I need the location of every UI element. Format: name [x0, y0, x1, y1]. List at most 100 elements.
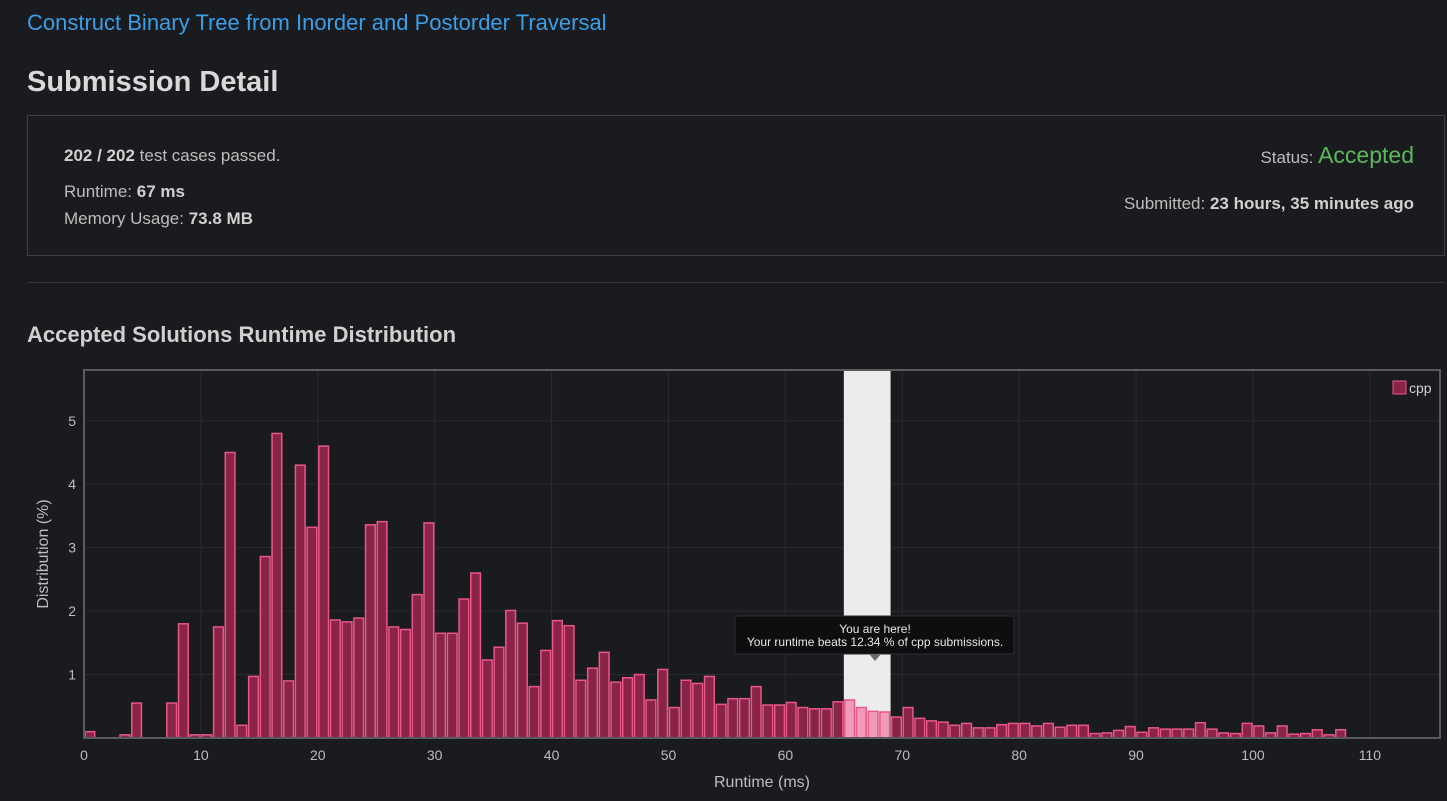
submitted-value: 23 hours, 35 minutes ago: [1209, 194, 1414, 213]
bar-runtime-55: [727, 697, 739, 739]
bar-runtime-70: [902, 706, 914, 739]
chart-title: Accepted Solutions Runtime Distribution: [27, 322, 457, 347]
bar-runtime-71: [914, 717, 926, 739]
bar-runtime-99: [1241, 722, 1253, 739]
bar-runtime-11: [212, 626, 225, 739]
bar-runtime-72: [925, 720, 938, 739]
bar-runtime-41: [563, 624, 575, 739]
bar-runtime-32: [458, 598, 470, 739]
submitted-label: Submitted:: [1123, 194, 1206, 213]
runtime-distribution-chart[interactable]: 0 10 20 30 40 50 60 70 80 90 100 110 1 2 3 4 5 Runtime …: [0, 355, 1447, 801]
bar-runtime-28: [411, 593, 423, 739]
bar-runtime-93: [1171, 728, 1183, 739]
bar-runtime-29: [423, 522, 435, 739]
bar-runtime-35: [493, 646, 505, 739]
bar-runtime-94: [1183, 728, 1195, 739]
memory-label: Memory Usage:: [64, 209, 184, 228]
tooltip-arrow: [869, 654, 881, 661]
bar-runtime-74: [949, 724, 961, 739]
runtime-stat: Runtime: 67 ms: [64, 182, 185, 202]
chart-bars: [84, 432, 1347, 739]
test-cases-summary: 202 / 202 test cases passed.: [64, 146, 280, 166]
bar-runtime-76: [972, 727, 984, 739]
bar-runtime-79: [1007, 722, 1019, 739]
bar-runtime-65: [844, 699, 856, 739]
legend-label: cpp: [1409, 380, 1432, 396]
bar-runtime-4: [131, 702, 143, 739]
bar-runtime-81: [1031, 725, 1043, 739]
section-divider: [27, 282, 1445, 283]
page-title: Submission Detail: [27, 66, 279, 98]
status-badge: Accepted: [1318, 142, 1414, 168]
bar-runtime-73: [937, 721, 949, 739]
bar-runtime-91: [1148, 727, 1160, 739]
tooltip-line-1: You are here!: [839, 622, 911, 636]
bar-runtime-37: [516, 622, 528, 739]
bar-runtime-13: [236, 724, 248, 739]
bar-runtime-84: [1066, 724, 1078, 739]
bar-runtime-63: [820, 708, 832, 739]
y-tick-label: 2: [68, 603, 76, 619]
bar-runtime-105: [1311, 729, 1323, 739]
bar-runtime-27: [399, 628, 412, 739]
x-tick-label: 60: [778, 747, 794, 763]
bar-runtime-46: [621, 676, 634, 739]
status-label: Status:: [1260, 148, 1314, 167]
bar-runtime-75: [960, 722, 973, 739]
bar-runtime-85: [1077, 724, 1090, 739]
x-tick-label: 90: [1128, 747, 1144, 763]
bar-runtime-78: [996, 723, 1008, 739]
bar-runtime-61: [797, 706, 809, 739]
bar-runtime-12: [224, 451, 236, 739]
bar-runtime-18: [294, 464, 306, 739]
bar-runtime-58: [762, 704, 774, 739]
bar-runtime-16: [271, 432, 283, 739]
bar-runtime-26: [388, 626, 400, 739]
y-tick-label: 4: [68, 476, 76, 492]
bar-runtime-31: [446, 632, 458, 739]
bar-runtime-23: [353, 617, 365, 739]
bar-runtime-15: [259, 555, 271, 739]
x-tick-label: 30: [427, 747, 443, 763]
bar-runtime-107: [1335, 729, 1347, 739]
runtime-label: Runtime:: [64, 182, 133, 201]
bar-runtime-80: [1019, 722, 1031, 739]
bar-runtime-95: [1194, 722, 1206, 739]
bar-runtime-67: [867, 710, 879, 739]
bar-runtime-54: [715, 703, 727, 739]
bar-runtime-50: [668, 706, 680, 739]
bar-runtime-49: [657, 668, 669, 739]
bar-runtime-30: [434, 632, 447, 739]
memory-stat: Memory Usage: 73.8 MB: [64, 209, 253, 229]
tooltip-line-2: Your runtime beats 12.34 % of cpp submis…: [747, 635, 1003, 649]
bar-runtime-40: [551, 619, 564, 739]
bar-runtime-48: [645, 699, 657, 739]
test-cases-text: test cases passed.: [139, 146, 281, 165]
x-tick-label: 100: [1241, 747, 1265, 763]
test-cases-count: 202 / 202: [64, 146, 135, 165]
chart-legend[interactable]: cpp: [1392, 380, 1432, 396]
runtime-value: 67 ms: [136, 182, 185, 201]
bar-runtime-21: [329, 619, 341, 739]
bar-runtime-102: [1276, 725, 1288, 739]
bar-runtime-7: [166, 702, 178, 739]
x-axis-ticks: 0 10 20 30 40 50 60 70 80 90 100 110: [80, 747, 1381, 763]
problem-title-link[interactable]: Construct Binary Tree from Inorder and P…: [27, 10, 607, 35]
bar-runtime-52: [692, 682, 704, 739]
bar-runtime-68: [879, 711, 891, 739]
runtime-tooltip: You are here! Your runtime beats 12.34 %…: [734, 615, 1015, 661]
x-tick-label: 40: [544, 747, 560, 763]
x-axis-title: Runtime (ms): [714, 774, 810, 791]
bar-runtime-88: [1112, 729, 1125, 739]
bar-runtime-51: [680, 679, 692, 739]
bar-runtime-47: [633, 673, 645, 739]
x-tick-label: 110: [1359, 747, 1382, 763]
y-tick-label: 3: [68, 540, 76, 556]
bar-runtime-38: [528, 685, 540, 739]
bar-runtime-22: [341, 621, 353, 739]
bar-runtime-56: [738, 697, 751, 739]
bar-runtime-82: [1042, 722, 1054, 739]
y-axis-title: Distribution (%): [35, 499, 52, 608]
current-runtime-highlight: [843, 370, 891, 738]
bar-runtime-42: [575, 679, 587, 739]
